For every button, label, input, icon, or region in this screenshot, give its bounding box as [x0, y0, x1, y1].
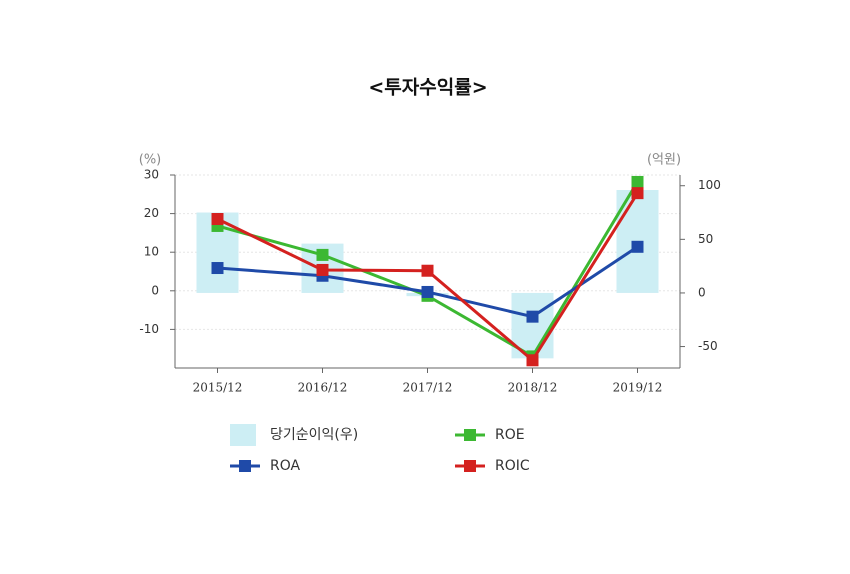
y-tick-label: 10 [144, 245, 159, 259]
point [421, 285, 434, 298]
point [631, 187, 644, 200]
legend-swatch [230, 424, 256, 446]
legend-marker [464, 429, 476, 441]
point [421, 264, 434, 277]
legend-label: ROE [495, 427, 525, 443]
legend-label: ROA [270, 458, 301, 474]
legend-label: 당기순이익(우) [270, 427, 358, 443]
point [211, 213, 224, 226]
y2-axis-label: (억원) [647, 153, 681, 168]
x-tick-label: 2016/12 [298, 381, 348, 395]
y2-tick-label: 50 [698, 232, 713, 246]
x-tick-label: 2015/12 [193, 381, 243, 395]
point [526, 354, 539, 367]
point [211, 262, 224, 275]
x-tick-label: 2017/12 [403, 381, 453, 395]
line [217, 245, 639, 319]
legend-marker [464, 460, 476, 472]
point [316, 248, 329, 261]
y2-tick-label: -50 [698, 339, 718, 353]
legend-marker [239, 460, 251, 472]
chart-title: <투자수익률> [368, 77, 487, 99]
x-tick-label: 2019/12 [613, 381, 663, 395]
legend-label: ROIC [495, 458, 530, 474]
y2-tick-label: 0 [698, 285, 706, 299]
y2-tick-label: 100 [698, 178, 721, 192]
y-tick-label: 0 [151, 283, 159, 297]
point [316, 263, 329, 276]
y-tick-label: 20 [144, 206, 159, 220]
y-axis-label: (%) [139, 153, 162, 168]
point [526, 310, 539, 323]
y-tick-label: 30 [144, 168, 159, 182]
point [631, 175, 644, 188]
x-tick-label: 2018/12 [508, 381, 558, 395]
point [631, 240, 644, 253]
y-tick-label: -10 [139, 322, 159, 336]
